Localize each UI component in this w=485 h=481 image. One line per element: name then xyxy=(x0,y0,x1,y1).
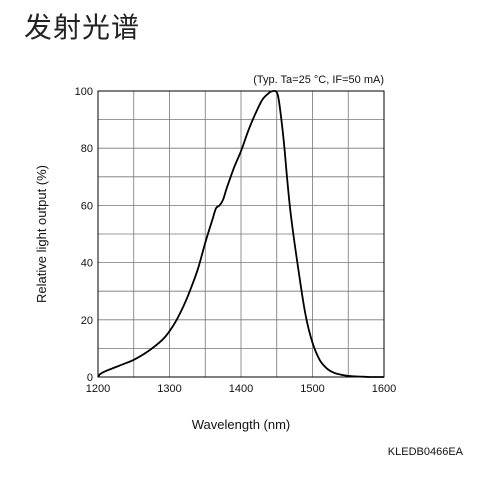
y-tick-label: 40 xyxy=(81,258,93,270)
x-tick-label: 1200 xyxy=(86,383,110,395)
y-axis-label: Relative light output (%) xyxy=(34,165,49,303)
chart-grid xyxy=(97,90,385,378)
x-axis-label: Wavelength (nm) xyxy=(192,417,291,432)
x-tick-label: 1500 xyxy=(300,383,324,395)
y-tick-label: 60 xyxy=(81,200,93,212)
document-code: KLEDB0466EA xyxy=(387,446,463,458)
y-tick-labels: 0 20 40 60 80 100 xyxy=(75,86,93,384)
y-tick-label: 20 xyxy=(81,315,93,327)
x-tick-label: 1400 xyxy=(229,383,253,395)
plot-frame xyxy=(97,90,385,378)
page-title: 发射光谱 xyxy=(24,11,141,44)
y-tick-label: 80 xyxy=(81,143,93,155)
measurement-conditions: (Typ. Ta=25 °C, IF=50 mA) xyxy=(253,74,384,86)
x-tick-label: 1300 xyxy=(157,383,181,395)
y-tick-label: 100 xyxy=(75,86,93,98)
series-line xyxy=(97,89,384,378)
y-tick-label: 0 xyxy=(87,372,93,384)
x-tick-label: 1600 xyxy=(372,383,396,395)
x-tick-labels: 1200 1300 1400 1500 1600 xyxy=(86,383,396,395)
